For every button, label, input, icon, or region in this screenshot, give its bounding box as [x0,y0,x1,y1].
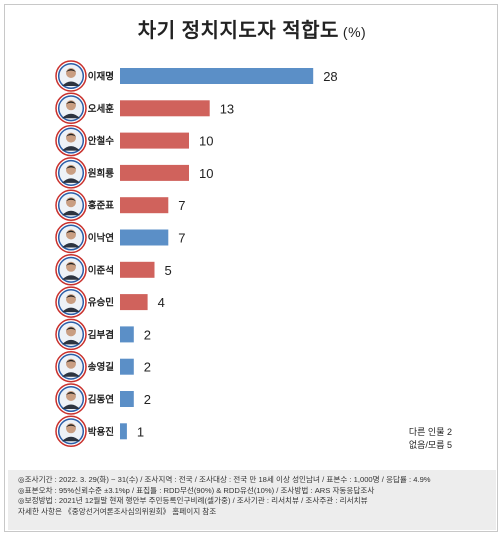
bar-category-label: 원희룡 [88,167,114,179]
avatar-hair-icon [66,295,76,299]
bar [120,261,155,278]
bar-value-label: 2 [144,327,151,342]
avatar-suit-icon [62,339,80,345]
bar-value-label: 10 [199,134,213,149]
avatar-hair-icon [66,424,76,428]
bar-value-label: 7 [178,231,185,246]
avatar-hair-icon [66,198,76,202]
bar-value-label: 28 [323,69,337,84]
chart-title-unit: (%) [342,24,367,40]
bar-chart: 이재명 28 오세훈 13 안철수 10 원희룡 10 홍준표 7 이낙연 7 이준석 5 유승민 4 김부겸 2… [55,60,338,448]
bar [120,132,189,149]
bar-category-label: 오세훈 [88,103,114,115]
avatar-hair-icon [66,69,76,72]
chart-title-text: 차기 정치지도자 적합도 [137,20,339,42]
bar [120,423,127,440]
avatar-suit-icon [62,178,80,183]
avatar-suit-icon [62,210,80,216]
bar-value-label: 2 [144,392,151,407]
bar [120,229,169,246]
bar [120,326,134,343]
bar-category-label: 이재명 [88,71,114,83]
footer-line-weighting: ◎보정방법 : 2021년 12월말 현재 행안부 주민등록인구비례(셀가중) … [18,496,368,506]
bar [120,100,210,117]
bar-value-label: 5 [165,263,172,278]
avatar-suit-icon [62,146,80,151]
avatar-hair-icon [66,327,76,331]
footer-line-error: ◎표본오차 : 95%신뢰수준 ±3.1%p / 표집틀 : RDD무선(90%… [18,485,375,495]
bar-category-label: 안철수 [88,135,114,147]
bar [120,197,169,214]
bar [120,391,134,407]
bar-value-label: 4 [158,295,165,310]
bar [120,294,148,311]
bar-value-label: 2 [144,360,151,375]
avatar-suit-icon [62,113,80,119]
avatar-suit-icon [62,372,80,377]
avatar-suit-icon [62,307,80,313]
bar-category-label: 김부겸 [88,329,114,341]
bar-value-label: 13 [220,101,234,116]
avatar-hair-icon [66,262,76,266]
footer-line-reference: 자세한 사항은 《중앙선거여론조사심의위원회》 홈페이지 참조 [18,506,217,516]
bar-value-label: 1 [137,424,144,439]
avatar-suit-icon [62,275,80,280]
survey-footer: ◎조사기간 : 2022. 3. 29(화) ~ 31(수) / 조사지역 : … [8,470,496,530]
avatar-hair-icon [66,359,76,363]
avatar-suit-icon [62,243,80,248]
bar-value-label: 10 [199,166,213,181]
avatar-hair-icon [66,165,76,169]
avatar-hair-icon [66,230,76,234]
side-note-other: 다른 인물 2 [408,427,452,437]
avatar-hair-icon [66,392,76,395]
bar-category-label: 이낙연 [88,232,114,244]
side-note: 다른 인물 2 없음/모름 5 [409,426,452,452]
avatar-suit-icon [62,404,80,409]
bar-value-label: 7 [178,198,185,213]
side-note-none: 없음/모름 5 [408,440,452,450]
bar-category-label: 이준석 [88,264,114,276]
avatar-hair-icon [66,101,76,105]
bar [120,164,189,181]
footer-line-period: ◎조사기간 : 2022. 3. 29(화) ~ 31(수) / 조사지역 : … [18,475,431,484]
avatar-suit-icon [62,436,80,442]
bar-category-label: 홍준표 [88,200,114,212]
bar [120,358,134,375]
bar-category-label: 송영길 [88,361,114,373]
avatar-hair-icon [66,133,76,137]
bar-category-label: 김동연 [88,394,114,406]
chart-title: 차기 정치지도자 적합도 (%) [0,14,504,43]
bar-category-label: 유승민 [88,297,114,309]
bar [120,68,314,84]
avatar-suit-icon [62,81,80,86]
bar-category-label: 박용진 [88,426,114,438]
